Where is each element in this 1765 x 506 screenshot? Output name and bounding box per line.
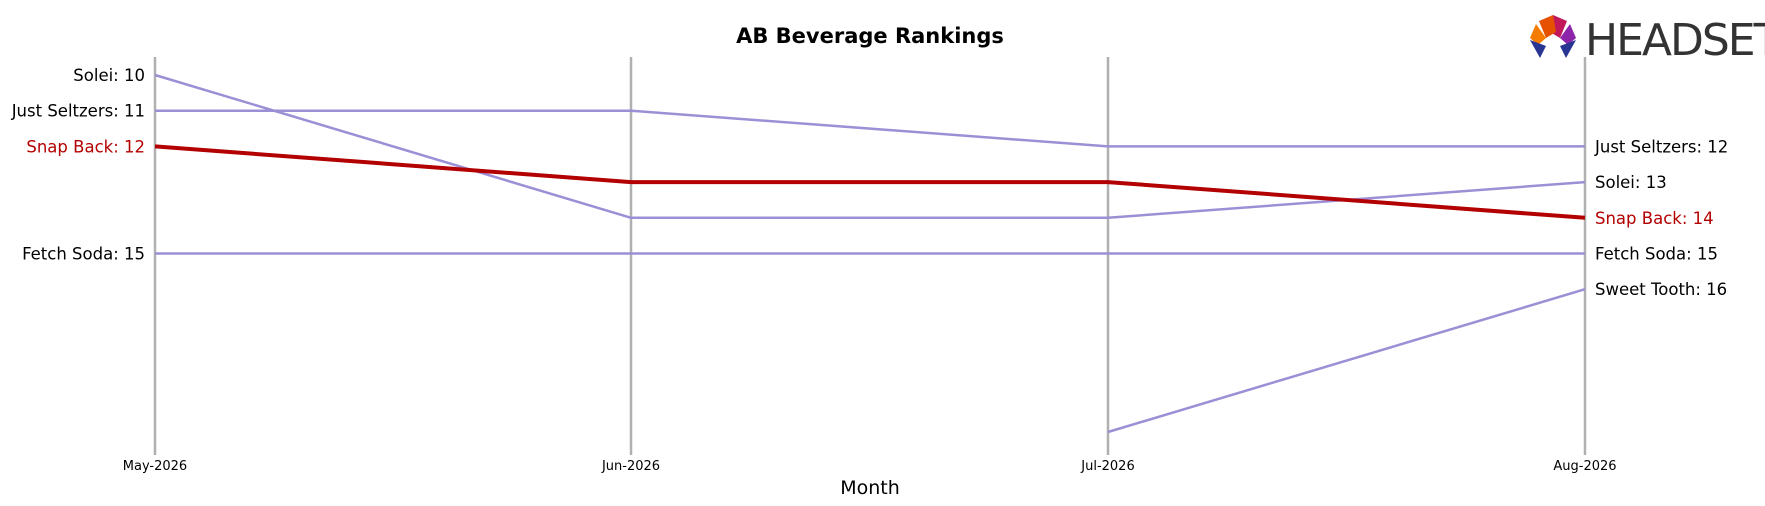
headset-logo: HEADSET [1530,15,1765,66]
right-label-just-seltzers: Just Seltzers: 12 [1594,137,1728,156]
left-label-snap-back: Snap Back: 12 [26,137,145,156]
logo-mark-icon [1530,15,1576,58]
chart-title: AB Beverage Rankings [736,24,1004,48]
left-label-just-seltzers: Just Seltzers: 11 [11,102,145,121]
left-label-fetch-soda: Fetch Soda: 15 [22,245,145,264]
x-tick-jun-2026: Jun-2026 [601,459,660,474]
x-axis-label: Month [840,477,900,499]
right-label-solei: Solei: 13 [1595,173,1667,192]
right-label-snap-back: Snap Back: 14 [1595,209,1714,228]
left-label-solei: Solei: 10 [73,66,145,85]
right-label-sweet-tooth: Sweet Tooth: 16 [1595,280,1727,299]
series-lines [154,73,1586,434]
x-tick-labels: May-2026 Jun-2026 Jul-2026 Aug-2026 [123,459,1617,474]
x-tick-jul-2026: Jul-2026 [1080,459,1134,474]
x-tick-aug-2026: Aug-2026 [1553,459,1616,474]
series-end-labels: Solei: 10 Solei: 13 Just Seltzers: 11 Just … [11,66,1729,299]
month-gridlines [153,57,1587,455]
series-line-sweet-tooth [1107,288,1586,434]
highlight-series-line [154,144,1586,220]
right-label-fetch-soda: Fetch Soda: 15 [1595,245,1718,264]
series-line-just-seltzers [155,109,1585,148]
logo-text: HEADSET [1585,15,1765,66]
series-line-snap-back [154,144,1586,220]
x-tick-may-2026: May-2026 [123,459,187,474]
